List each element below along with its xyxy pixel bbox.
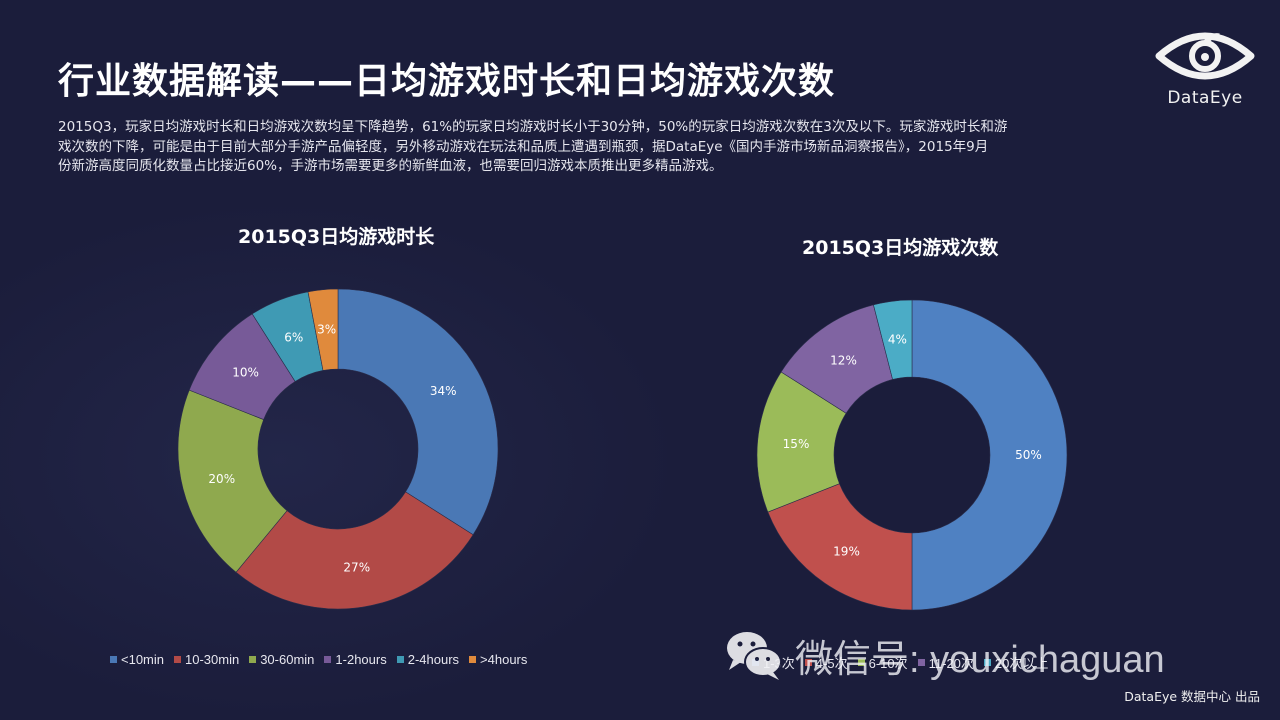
chart-title-duration: 2015Q3日均游戏时长 [238, 226, 435, 248]
legend-item: <10min [110, 652, 164, 667]
donut-slice [235, 491, 474, 610]
donut-slice [337, 288, 499, 536]
legend-label: 20次以上 [994, 656, 1049, 671]
slice-label: 19% [833, 544, 860, 558]
legend-item: 4-5次 [804, 653, 848, 672]
legend-label: 30-60min [260, 652, 315, 667]
legend-item: 2-4hours [396, 652, 460, 667]
slice-label: 27% [343, 561, 370, 575]
legend-label: >4hours [480, 652, 528, 667]
footer-credit: DataEye 数据中心 出品 [1124, 689, 1260, 704]
description-line: 2015Q3，玩家日均游戏时长和日均游戏次数均呈下降趋势，61%的玩家日均游戏时… [58, 119, 1008, 135]
legend-swatch [249, 656, 257, 663]
legend-item: 20次以上 [983, 653, 1049, 672]
slice-label: 4% [888, 332, 907, 346]
slice-label: 6% [284, 330, 303, 344]
donut-slice [911, 299, 1068, 611]
wechat-icon [727, 631, 782, 680]
legend-swatch [110, 656, 117, 663]
legend-item: 1-2hours [324, 652, 387, 667]
legend-swatch [917, 659, 925, 666]
legend-swatch [857, 659, 865, 666]
slice-label: 10% [232, 366, 259, 380]
legend-swatch [983, 659, 991, 666]
description: 2015Q3，玩家日均游戏时长和日均游戏次数均呈下降趋势，61%的玩家日均游戏时… [58, 118, 1178, 177]
logo-text: DataEye [1167, 88, 1243, 108]
legend-label: 2-4hours [407, 652, 460, 667]
donut-slice [756, 371, 847, 513]
legend-item: 30-60min [249, 652, 314, 667]
legend-label: 11-20次 [928, 656, 974, 671]
slice-label: 3% [317, 323, 336, 337]
description-line: 戏次数的下降，可能是由于目前大部分手游产品偏轻度，另外移动游戏在玩法和品质上遭遇… [58, 138, 989, 155]
legend-label: 4-5次 [815, 656, 848, 671]
slice-label: 15% [783, 437, 810, 451]
legend-label: <10min [121, 652, 164, 667]
watermark-text: 微信号: youxichaguan [795, 639, 1165, 681]
legend-swatch [804, 659, 812, 666]
legend-label: 10-30min [185, 652, 240, 667]
page-title: 行业数据解读——日均游戏时长和日均游戏次数 [58, 61, 836, 102]
donut-slice [177, 389, 288, 573]
legend-item: 10-30min [174, 652, 239, 667]
eye-icon [1155, 32, 1255, 80]
legend-label: 6-10次 [868, 656, 908, 671]
slice-label: 12% [830, 354, 857, 368]
slice-label: 50% [1015, 448, 1042, 462]
description-line: 份新游高度同质化数量占比接近60%，手游市场需要更多的新鲜血液，也需要回归游戏本… [58, 158, 723, 174]
donut-slice [873, 299, 913, 380]
dataeye-logo: DataEye [1150, 30, 1260, 108]
legend-item: >4hours [469, 652, 527, 667]
donut-slice [767, 483, 913, 611]
donut-chart-duration: 34% 27% 20% 10% 6% 3% [177, 288, 499, 610]
legend-item: 11-20次 [917, 653, 974, 672]
legend-swatch [324, 656, 332, 663]
legend-swatch [396, 656, 404, 663]
legend-swatch [174, 656, 181, 663]
legend-label: 1-2hours [335, 652, 387, 667]
donut-chart-count: 50% 19% 15% 12% 4% [756, 299, 1068, 611]
legend-duration: <10min 10-30min 30-60min 1-2hours 2-4hours >4… [110, 652, 527, 667]
slice-label: 34% [430, 384, 457, 398]
legend-swatch [469, 656, 477, 663]
watermark: 微信号: youxichaguan [725, 628, 1165, 683]
background-glow [0, 200, 680, 720]
legend-item: 6-10次 [857, 653, 908, 672]
donut-slice [307, 288, 339, 371]
chart-title-count: 2015Q3日均游戏次数 [802, 237, 999, 259]
slice-label: 20% [208, 472, 235, 486]
